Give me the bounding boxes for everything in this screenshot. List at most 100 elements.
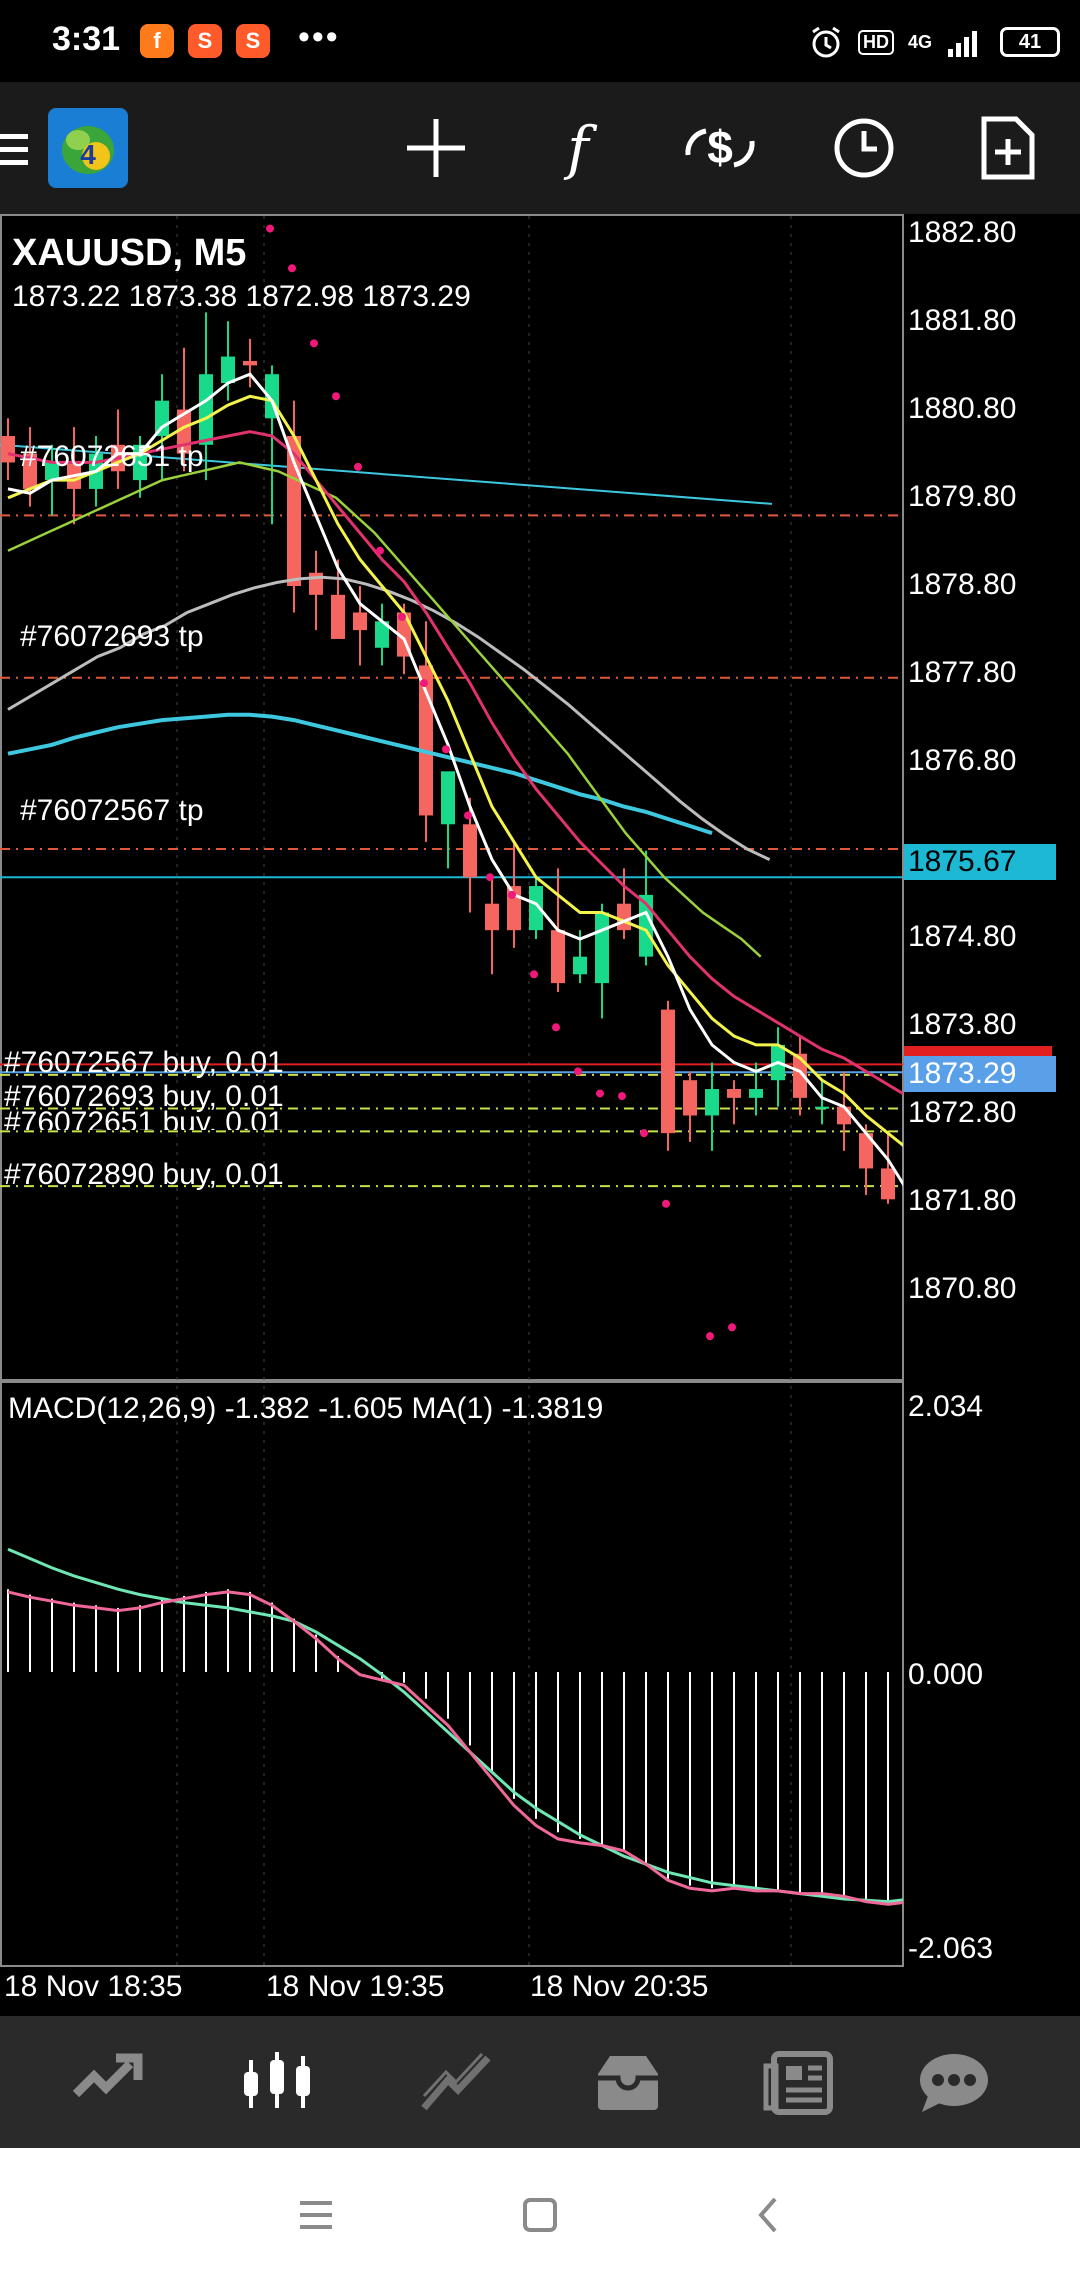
order-label-tp[interactable]: #76072567 tp [20,794,204,827]
ma-white-line [7,372,903,1187]
candle-body [243,360,257,366]
macd-main-line [7,1590,903,1906]
candle-body [727,1089,741,1098]
menu-icon[interactable] [286,2190,346,2240]
candle-body [859,1133,873,1169]
macd-tick: -2.063 [908,1932,994,1965]
price-tag-current: 1873.29 [904,1056,1056,1092]
time-tick: 18 Nov 19:35 [266,1970,445,2003]
candle-body [705,1089,719,1116]
candle-body [441,771,455,825]
menu-icon[interactable] [0,130,30,170]
psar-dot [640,1129,648,1138]
news-icon[interactable] [752,2046,848,2120]
candle-body [881,1168,895,1200]
candle-body [815,1106,829,1109]
bottom-navigation [0,2016,1080,2148]
status-bar: 3:31 f S S ••• HD 4G 41 [0,0,1080,82]
more-notifications-icon: ••• [298,18,340,56]
psar-dot [662,1199,670,1208]
price-tick: 1870.80 [908,1272,1017,1305]
price-tick: 1876.80 [908,744,1017,777]
metatrader4-logo-icon[interactable]: 4 [44,104,132,192]
candle-body [375,621,389,648]
price-chart[interactable] [0,214,1080,2014]
candle-body [573,956,587,975]
psar-dot [464,811,472,820]
back-icon[interactable] [738,2190,798,2240]
chart-icon[interactable] [232,2046,328,2120]
candle-body [23,453,37,489]
price-tick: 1880.80 [908,392,1017,425]
price-tick: 1874.80 [908,920,1017,953]
notification-icon: S [236,24,270,58]
psar-dot [530,970,538,979]
order-label-buy[interactable]: #76072693 buy, 0.01 [4,1080,284,1113]
price-tag-red [904,1046,1052,1056]
psar-dot [618,1092,626,1101]
status-right-group: HD 4G 41 [808,20,1060,64]
svg-text:$: $ [707,121,733,173]
price-tick: 1879.80 [908,480,1017,513]
ma-pink-line [7,430,903,1096]
order-label-tp[interactable]: #76072651 tp [20,440,204,473]
indicators-icon[interactable]: f [534,104,622,192]
trade-nav-icon[interactable] [408,2046,504,2120]
order-label-tp[interactable]: #76072693 tp [20,620,204,653]
chart-area[interactable]: XAUUSD, M5 1873.22 1873.38 1872.98 1873.… [0,214,1080,2014]
ma-gray-line [7,575,771,861]
psar-dot [508,890,516,899]
notification-icon: f [140,24,174,58]
candle-body [463,824,477,878]
history-icon[interactable] [580,2046,676,2120]
chart-ohlc: 1873.22 1873.38 1872.98 1873.29 [12,280,471,313]
order-label-buy[interactable]: #76072890 buy, 0.01 [4,1158,284,1191]
system-navigation-bar [0,2148,1080,2280]
psar-dot [706,1332,714,1341]
price-tick: 1871.80 [908,1184,1017,1217]
macd-panel-frame [0,1381,904,1967]
notification-icon: S [188,24,222,58]
time-tick: 18 Nov 18:35 [4,1970,183,2003]
timeframe-clock-icon[interactable] [820,104,908,192]
candle-body [1,435,15,463]
chart-symbol-title: XAUUSD, M5 [12,232,247,274]
psar-dot [420,679,428,688]
psar-dot [442,745,450,754]
quotes-icon[interactable] [60,2046,156,2120]
psar-dot [596,1089,604,1098]
macd-tick: 2.034 [908,1390,984,1423]
home-icon[interactable] [510,2190,570,2240]
psar-dot [354,462,362,471]
main-panel-frame [0,214,904,1381]
signal-icon [948,31,977,57]
hd-badge: HD [857,29,894,55]
price-tick: 1878.80 [908,568,1017,601]
ma-green-line [7,461,762,958]
candle-body [551,930,565,984]
candle-body [155,400,169,436]
candle-body [793,1053,807,1098]
candle-body [45,462,59,481]
crosshair-icon[interactable] [392,104,480,192]
psar-dot [266,224,274,233]
candle-body [485,903,499,931]
messages-icon[interactable] [906,2046,1002,2120]
macd-label: MACD(12,26,9) -1.382 -1.605 MA(1) -1.381… [8,1392,604,1425]
candle-body [749,1089,763,1098]
macd-tick: 0.000 [908,1658,984,1691]
time-tick: 18 Nov 20:35 [530,1970,709,2003]
candle-body [529,886,543,931]
psar-dot [728,1323,736,1332]
candle-body [353,612,367,631]
trade-icon[interactable]: $ [676,104,764,192]
order-label-buy[interactable]: #76072567 buy, 0.01 [4,1046,284,1079]
candle-body [617,903,631,931]
new-order-icon[interactable] [964,104,1052,192]
battery-level: 41 [1018,30,1042,53]
price-tick: 1877.80 [908,656,1017,689]
psar-dot [552,1023,560,1032]
candle-body [661,1009,675,1134]
order-label-buy[interactable]: #76072651 buy, 0.01 [4,1106,284,1130]
chart-toolbar: 4 f $ [0,82,1080,217]
